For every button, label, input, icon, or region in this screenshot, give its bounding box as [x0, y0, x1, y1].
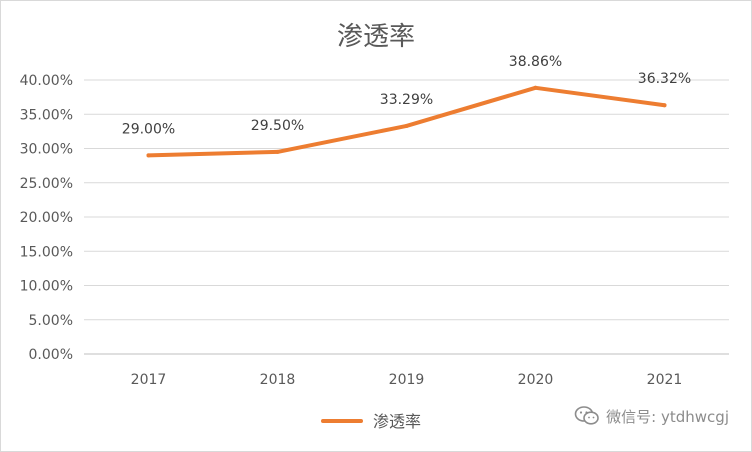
data-label: 29.00% [122, 121, 175, 137]
gridlines [84, 79, 729, 355]
y-tick-label: 10.00% [20, 279, 73, 295]
x-tick-label: 2020 [518, 372, 554, 388]
data-point [404, 123, 409, 128]
data-label: 36.32% [638, 71, 691, 87]
series-layer [146, 85, 667, 158]
legend-label: 渗透率 [373, 412, 421, 431]
x-axis-ticks: 2017 2018 2019 2020 2021 [131, 372, 683, 388]
data-label: 33.29% [380, 92, 433, 108]
x-tick-label: 2018 [260, 372, 296, 388]
y-tick-label: 5.00% [29, 313, 73, 329]
y-tick-label: 35.00% [20, 107, 73, 123]
data-point [146, 153, 151, 158]
data-label: 29.50% [251, 118, 304, 134]
y-tick-label: 25.00% [20, 176, 73, 192]
data-point [533, 85, 538, 90]
data-point [275, 149, 280, 154]
y-tick-label: 30.00% [20, 142, 73, 158]
x-tick-label: 2017 [131, 372, 167, 388]
y-tick-label: 15.00% [20, 244, 73, 260]
data-label: 38.86% [509, 54, 562, 70]
wechat-icon [574, 406, 599, 425]
x-tick-label: 2019 [389, 372, 425, 388]
y-tick-label: 0.00% [29, 347, 73, 363]
y-tick-label: 20.00% [20, 210, 73, 226]
watermark-text: 微信号: ytdhwcgj [606, 407, 729, 426]
y-tick-label: 40.00% [20, 73, 73, 89]
y-axis-ticks: 0.00% 5.00% 10.00% 15.00% 20.00% 25.00% 30.00%… [20, 73, 73, 363]
legend: 渗透率 [321, 412, 421, 431]
data-point [662, 103, 667, 108]
chart-title: 渗透率 [337, 22, 415, 52]
data-labels: 29.00% 29.50% 33.29% 38.86% 36.32% [122, 54, 691, 138]
x-tick-label: 2021 [647, 372, 683, 388]
watermark: 微信号: ytdhwcgj [574, 405, 729, 427]
